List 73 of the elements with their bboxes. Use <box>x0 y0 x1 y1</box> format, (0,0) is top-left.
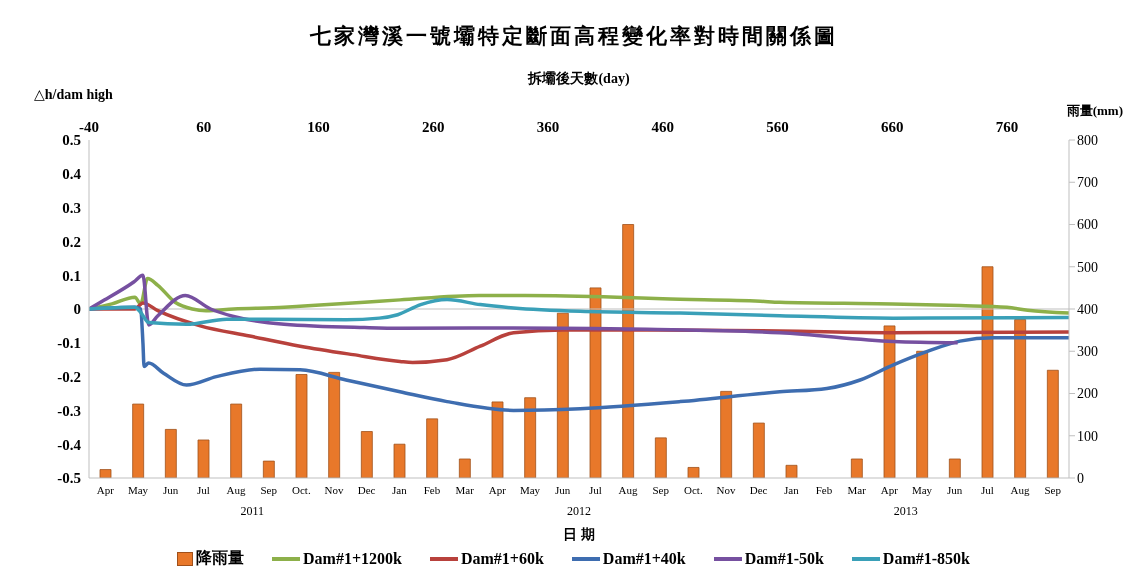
y2-tick-label: 0 <box>1077 470 1084 486</box>
y2-axis-title: 雨量(mm) <box>1066 102 1123 120</box>
y2-tick-label: 300 <box>1077 344 1098 360</box>
x-tick-label: Mar <box>455 483 475 496</box>
x-tick-label: Apr <box>488 483 507 496</box>
x2-tick-label: 160 <box>307 119 330 135</box>
y-tick-label: 0.3 <box>62 199 81 216</box>
x2-tick-label: 560 <box>766 119 789 135</box>
x-tick-label: Jul <box>196 483 210 496</box>
legend-label: 降雨量 <box>196 548 245 568</box>
y-tick-label: 0.1 <box>62 267 81 284</box>
x-tick-label: Nov <box>324 483 344 496</box>
x-tick-label: Nov <box>716 483 736 496</box>
legend-label: Dam#1+60k <box>460 549 544 568</box>
x2-tick-label: 760 <box>995 119 1019 135</box>
legend-label: Dam#1-50k <box>744 549 824 568</box>
y2-tick-label: 500 <box>1077 259 1098 275</box>
x-tick-label: Oct. <box>292 483 311 496</box>
x-tick-label: Oct. <box>684 483 703 496</box>
x-tick-label: Jul <box>980 483 994 496</box>
x-tick-label: Jun <box>163 483 179 496</box>
x-tick-label: Jan <box>784 483 800 496</box>
y-tick-label: -0.2 <box>57 368 81 385</box>
text: 2012 <box>566 504 592 519</box>
legend-label: Dam#1-850k <box>882 549 970 568</box>
text: 2013 <box>892 504 919 519</box>
x2-axis-title: 拆壩後天數(day) <box>526 70 631 88</box>
x-axis-title: 日 期 <box>562 526 596 544</box>
y2-tick-label: 100 <box>1077 428 1098 444</box>
legend-label: Dam#1+40k <box>602 549 686 568</box>
x-tick-label: May <box>911 483 933 496</box>
x-tick-label: Jun <box>947 483 963 496</box>
y2-tick-label: 200 <box>1077 386 1098 402</box>
x-tick-label: May <box>127 483 149 496</box>
y-tick-label: -0.5 <box>57 470 81 487</box>
x2-tick-label: 460 <box>651 119 675 135</box>
x-tick-label: Feb <box>423 483 441 496</box>
x-tick-label: Sep <box>652 483 670 496</box>
y2-tick-label: 400 <box>1077 301 1098 317</box>
x2-tick-label: 360 <box>536 119 560 135</box>
text: 2011 <box>239 504 266 519</box>
x-tick-label: Jun <box>555 483 571 496</box>
x-tick-label: Dec <box>357 483 376 496</box>
x-tick-label: Apr <box>880 483 899 496</box>
x-tick-label: Jan <box>392 483 408 496</box>
legend-label: Dam#1+1200k <box>303 549 402 568</box>
x-tick-label: Aug <box>226 483 246 496</box>
chart-title: 七家灣溪一號壩特定斷面高程變化率對時間關係圖 <box>308 23 839 50</box>
y-tick-label: 0.2 <box>62 233 81 250</box>
y-axis-title: △h/dam high <box>34 86 113 103</box>
x2-tick-label: -40 <box>79 119 99 135</box>
x-tick-label: Mar <box>847 483 867 496</box>
y-tick-label: 0.4 <box>62 166 82 183</box>
x-tick-label: Aug <box>618 483 638 496</box>
y2-tick-label: 800 <box>1077 132 1098 148</box>
x2-tick-label: 660 <box>881 119 904 135</box>
y-tick-label: -0.4 <box>57 436 82 453</box>
x2-tick-label: 260 <box>422 119 445 135</box>
x-tick-label: Jul <box>588 483 602 496</box>
y2-tick-label: 600 <box>1077 217 1098 233</box>
y-tick-label: -0.3 <box>57 402 81 419</box>
x-tick-label: May <box>519 483 541 496</box>
x-tick-label: Sep <box>260 483 278 496</box>
x-tick-label: Sep <box>1044 483 1062 496</box>
y2-tick-label: 700 <box>1077 175 1098 191</box>
x-tick-label: Apr <box>96 483 115 496</box>
x2-tick-label: 60 <box>196 119 212 135</box>
x-tick-label: Dec <box>749 483 768 496</box>
y-tick-label: 0.5 <box>62 132 81 149</box>
x-tick-label: Feb <box>815 483 833 496</box>
y-tick-label: -0.1 <box>57 335 81 352</box>
x-tick-label: Aug <box>1010 483 1030 496</box>
y-tick-label: 0 <box>73 301 81 318</box>
